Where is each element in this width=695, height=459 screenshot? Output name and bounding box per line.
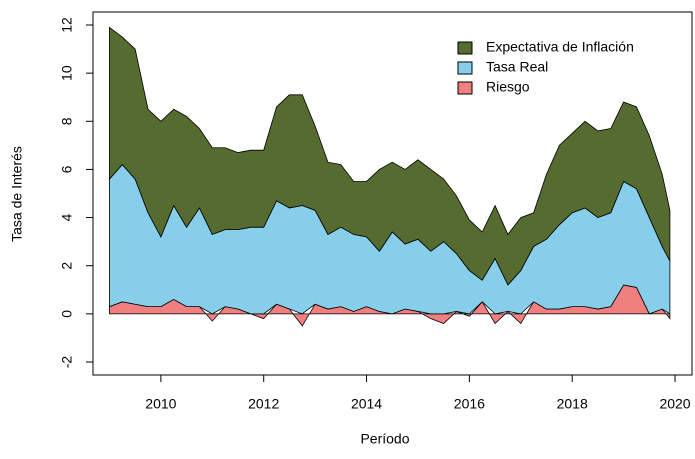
y-tick-label: 4 xyxy=(59,213,75,221)
y-tick-label: -2 xyxy=(59,356,75,369)
x-tick-label: 2010 xyxy=(145,396,176,412)
x-tick-label: 2014 xyxy=(351,396,382,412)
y-tick-label: 12 xyxy=(59,17,75,33)
legend-label: Riesgo xyxy=(486,79,530,95)
y-tick-label: 8 xyxy=(59,117,75,125)
x-tick-label: 2012 xyxy=(248,396,279,412)
legend-swatch xyxy=(457,81,473,95)
y-tick-label: 0 xyxy=(59,310,75,318)
area xyxy=(109,26,671,286)
legend-swatch xyxy=(457,61,473,75)
y-tick-label: 6 xyxy=(59,165,75,173)
x-tick-label: 2018 xyxy=(557,396,588,412)
x-axis-label: Período xyxy=(360,431,409,447)
legend-label: Tasa Real xyxy=(486,59,548,75)
y-tick-label: 10 xyxy=(59,65,75,81)
x-tick-label: 2016 xyxy=(454,396,485,412)
y-tick-label: 2 xyxy=(59,262,75,270)
plot-frame xyxy=(92,11,693,376)
y-axis-label: Tasa de Interés xyxy=(9,146,25,242)
x-tick-label: 2020 xyxy=(659,396,690,412)
legend-label: Expectativa de Inflación xyxy=(486,39,634,55)
legend-swatch xyxy=(457,41,473,55)
